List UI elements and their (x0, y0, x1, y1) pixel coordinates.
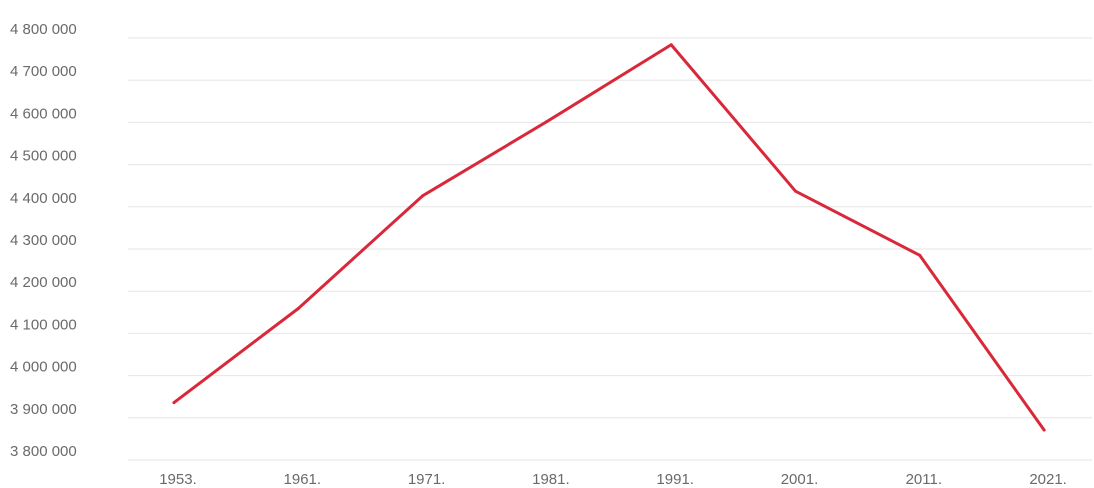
y-tick-label: 4 800 000 (10, 21, 77, 38)
x-tick-label: 2021. (1029, 471, 1067, 488)
y-tick-label: 4 100 000 (10, 316, 77, 333)
y-tick-label: 4 400 000 (10, 190, 77, 207)
data-point (296, 307, 300, 311)
y-tick-label: 4 300 000 (10, 232, 77, 249)
data-point (421, 194, 425, 198)
y-tick-label: 4 200 000 (10, 274, 77, 291)
y-tick-label: 3 800 000 (10, 443, 77, 460)
x-tick-label: 2011. (906, 471, 942, 488)
x-tick-label: 1971. (408, 471, 446, 488)
x-tick-label: 2001. (781, 471, 819, 488)
y-tick-label: 4 500 000 (10, 148, 77, 165)
x-tick-label: 1981. (532, 471, 570, 488)
y-tick-label: 4 000 000 (10, 359, 77, 376)
y-axis-tick-labels: 3 800 000 3 900 000 4 000 000 4 100 000 4 20… (10, 21, 77, 460)
data-point (172, 401, 176, 405)
y-tick-label: 4 700 000 (10, 63, 77, 80)
series (172, 43, 1046, 432)
x-tick-label: 1961. (284, 471, 322, 488)
x-tick-label: 1991. (656, 471, 694, 488)
data-point (1042, 428, 1046, 432)
data-point (669, 43, 673, 47)
y-tick-label: 4 600 000 (10, 105, 77, 122)
x-tick-label: 1953. (159, 471, 197, 488)
grid-lines (128, 37, 1092, 461)
data-point (918, 253, 922, 257)
data-point (794, 189, 797, 193)
series-line (172, 43, 1046, 432)
y-tick-label: 3 900 000 (10, 401, 77, 418)
x-axis-tick-labels: 1953. 1961. 1971. 1981. 1991. 2001. 2011. 2021. (159, 471, 1067, 488)
data-point (545, 120, 549, 124)
